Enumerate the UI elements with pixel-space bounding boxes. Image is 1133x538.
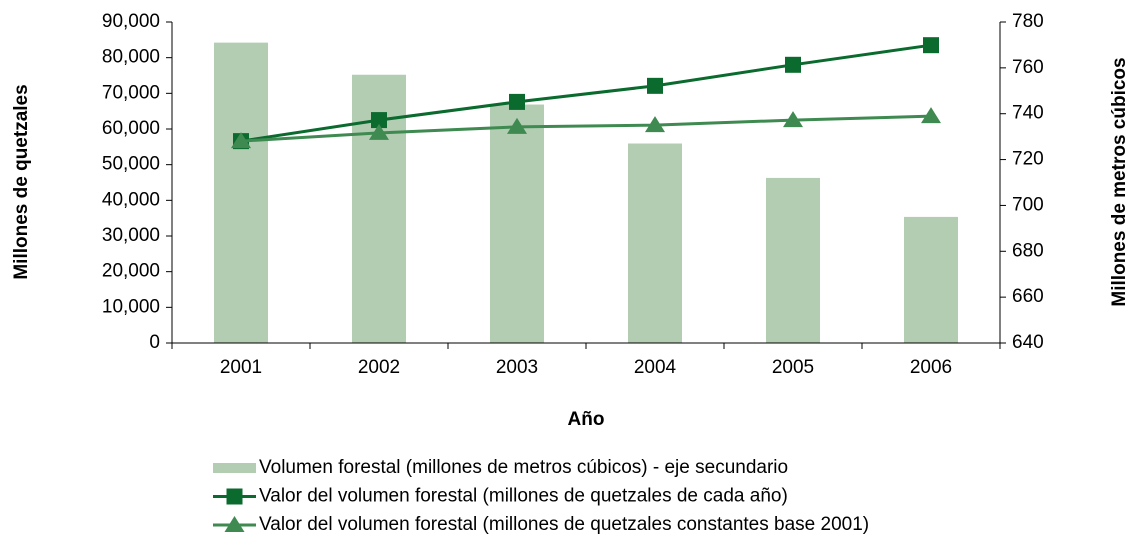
y2-tick-label: 780 <box>1012 11 1044 32</box>
y-tick-label: 10,000 <box>102 296 160 317</box>
marker <box>783 111 803 128</box>
marker <box>226 488 243 505</box>
x-tick-label: 2006 <box>910 357 952 378</box>
x-tick-label: 2001 <box>220 357 262 378</box>
y-tick-label: 0 <box>149 332 160 353</box>
marker <box>921 107 941 124</box>
y2-tick-label: 640 <box>1012 332 1044 353</box>
legend-label: Valor del volumen forestal (millones de … <box>259 486 788 507</box>
line <box>240 43 932 143</box>
legend-label: Volumen forestal (millones de metros cúb… <box>259 457 788 478</box>
y-axis-label: Millones de quetzales <box>11 84 32 279</box>
marker <box>231 132 251 149</box>
x-tick-label: 2002 <box>358 357 400 378</box>
line <box>240 114 932 143</box>
y2-tick-label: 680 <box>1012 240 1044 261</box>
bar <box>904 216 958 343</box>
y2-tick-label: 720 <box>1012 149 1044 170</box>
y2-tick-label: 760 <box>1012 57 1044 78</box>
y2-tick-label: 700 <box>1012 194 1044 215</box>
legend-label: Valor del volumen forestal (millones de … <box>259 514 869 535</box>
y-tick-label: 20,000 <box>102 261 160 282</box>
marker <box>923 37 939 54</box>
x-axis-label: Año <box>568 409 605 430</box>
x-tick-label: 2005 <box>772 357 814 378</box>
y-tick-label: 90,000 <box>102 11 160 32</box>
y-tick-label: 60,000 <box>102 118 160 139</box>
marker <box>647 77 663 94</box>
marker <box>785 56 801 73</box>
marker <box>224 516 245 532</box>
marker <box>369 123 389 140</box>
x-tick-label: 2004 <box>634 357 677 378</box>
y2-tick-label: 660 <box>1012 286 1044 307</box>
y2-tick-label: 740 <box>1012 103 1044 124</box>
bar <box>766 177 820 343</box>
marker <box>645 116 665 133</box>
marker <box>371 112 387 129</box>
y-tick-label: 30,000 <box>102 225 160 246</box>
y-tick-label: 80,000 <box>102 47 160 68</box>
marker <box>509 93 525 110</box>
x-tick-label: 2003 <box>496 357 538 378</box>
y2-axis-label: Millones de metros cúbicos <box>1109 57 1130 306</box>
legend-swatch <box>213 463 256 473</box>
bar <box>214 42 268 344</box>
y-tick-label: 40,000 <box>102 189 160 210</box>
y-tick-label: 50,000 <box>102 154 160 175</box>
bar <box>628 143 682 343</box>
y-tick-label: 70,000 <box>102 82 160 103</box>
marker <box>507 117 527 134</box>
bar <box>490 104 544 344</box>
